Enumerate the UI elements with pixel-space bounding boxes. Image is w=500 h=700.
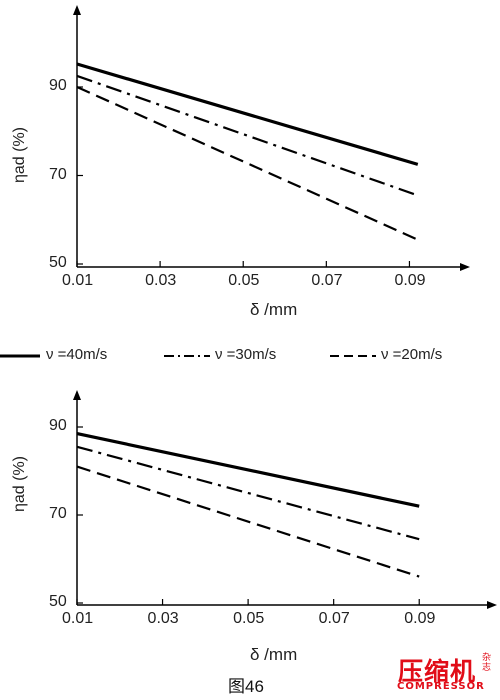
y-tick-label: 90 bbox=[49, 417, 67, 434]
legend-label: ν =40m/s bbox=[46, 346, 108, 363]
x-tick-label: 0.09 bbox=[394, 272, 426, 289]
legend-label: ν =20m/s bbox=[381, 346, 443, 363]
y-axis-label: ηad (%) bbox=[11, 126, 28, 184]
series-line-dashdot bbox=[76, 74, 419, 197]
x-axis-arrow bbox=[460, 263, 470, 271]
watermark-small: 杂志 bbox=[482, 653, 492, 673]
legend-label: ν =30m/s bbox=[215, 346, 277, 363]
chart-1 bbox=[73, 5, 470, 271]
y-tick-label: 70 bbox=[49, 165, 67, 183]
compressor-watermark: 压缩机 杂志 COMPRESSOR bbox=[396, 652, 500, 695]
x-tick-label: 0.05 bbox=[228, 272, 260, 289]
x-tick-label: 0.03 bbox=[147, 610, 179, 627]
x-axis-label: δ /mm bbox=[250, 645, 298, 664]
watermark-cn: 压缩机 bbox=[398, 657, 477, 686]
series-line-dashed bbox=[76, 85, 419, 241]
y-axis-label: ηad (%) bbox=[11, 455, 28, 513]
x-axis-arrow bbox=[487, 601, 497, 609]
y-tick-label: 90 bbox=[49, 77, 67, 94]
series-line-solid bbox=[76, 432, 420, 508]
x-tick-label: 0.03 bbox=[145, 272, 177, 289]
y-axis-arrow bbox=[73, 5, 81, 15]
y-tick-label: 50 bbox=[49, 254, 67, 271]
chart-2 bbox=[73, 390, 497, 609]
series-line-solid bbox=[76, 62, 419, 166]
series-line-dashed bbox=[76, 465, 420, 578]
series-line-dashdot bbox=[76, 445, 420, 541]
x-tick-label: 0.01 bbox=[62, 272, 94, 289]
x-tick-label: 0.07 bbox=[311, 272, 343, 289]
x-tick-label: 0.05 bbox=[233, 610, 265, 627]
y-tick-label: 70 bbox=[49, 505, 67, 522]
y-axis-arrow bbox=[73, 390, 81, 400]
x-tick-label: 0.07 bbox=[318, 610, 350, 627]
figure-caption: 图46 bbox=[228, 677, 264, 696]
x-tick-label: 0.01 bbox=[62, 610, 94, 627]
y-tick-label: 50 bbox=[49, 593, 67, 610]
watermark-en: COMPRESSOR bbox=[397, 681, 485, 692]
x-axis-label: δ /mm bbox=[250, 300, 298, 319]
x-tick-label: 0.09 bbox=[404, 610, 436, 627]
